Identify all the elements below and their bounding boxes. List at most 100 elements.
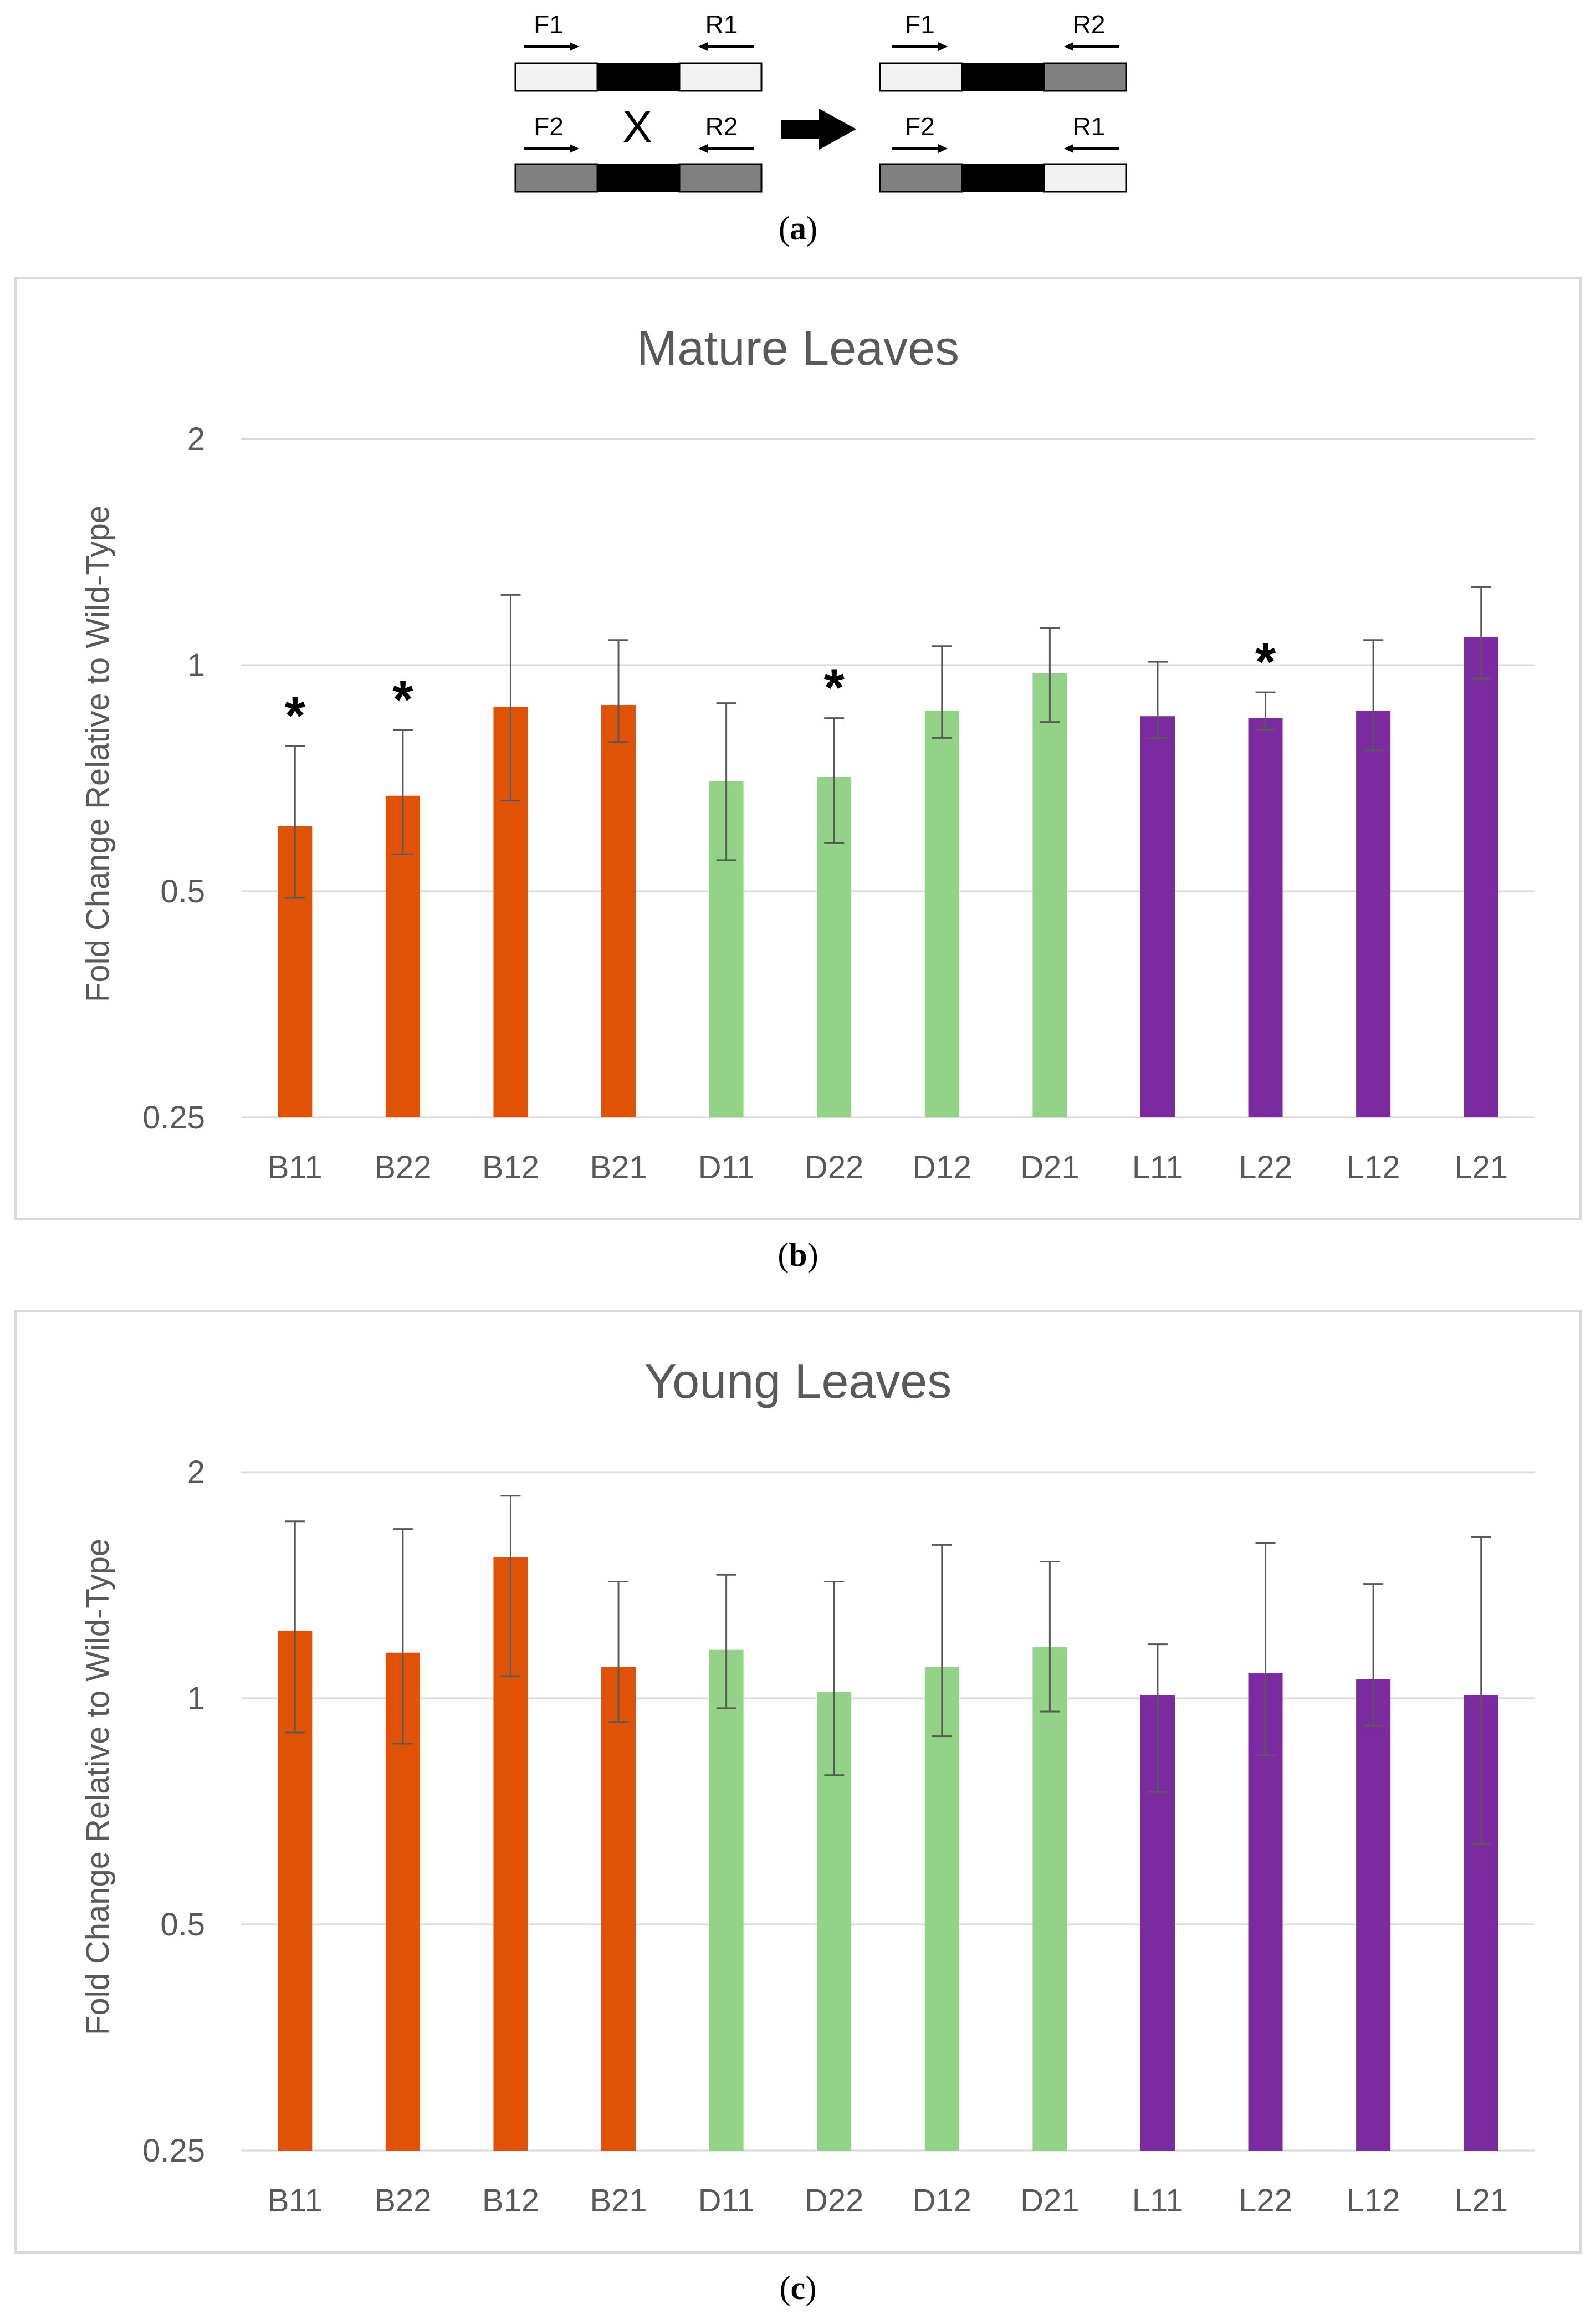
bar-l22 [1248, 718, 1283, 1117]
bar-l12 [1356, 710, 1391, 1117]
error-bar-b11 [285, 1520, 305, 1734]
bar-l11 [1140, 716, 1175, 1117]
bar-b21 [601, 1667, 636, 2151]
error-bar-l21 [1471, 586, 1491, 680]
error-bar-d11 [716, 1574, 736, 1709]
arrowhead-icon [698, 42, 708, 51]
arrowhead-icon [938, 42, 948, 51]
chart-title: Mature Leaves [637, 320, 959, 375]
x-tick-label: D21 [1020, 1150, 1079, 1186]
x-tick-labels: B11 B22 B12 B21 D11 D22 D12 D21 L11 L22 L12 L21 [268, 1150, 1508, 1186]
primer-label-r1: R1 [705, 10, 738, 39]
error-bar-b21 [608, 639, 629, 743]
error-bar-b21 [608, 1580, 629, 1723]
primer-label-r2: R2 [705, 112, 738, 141]
x-tick-label: L12 [1347, 1150, 1400, 1186]
error-bar-l22 [1255, 691, 1276, 731]
recombination-arrow-icon [781, 109, 856, 150]
primer-label-r2: R2 [1073, 10, 1106, 39]
x-tick-label: L12 [1347, 2183, 1400, 2219]
error-bar-d21 [1040, 627, 1060, 723]
primer-label-f1: F1 [534, 10, 564, 39]
y-tick-label: 0.25 [142, 1100, 205, 1136]
arrowhead-icon [570, 42, 579, 51]
x-tick-label: D11 [698, 2183, 755, 2219]
x-tick-label: B11 [268, 2183, 323, 2219]
bar-d21 [1032, 673, 1067, 1117]
arrowhead-icon [570, 144, 579, 153]
bar-d11 [709, 1649, 744, 2151]
error-bar-d22 [824, 1580, 845, 1776]
error-bar-b22 [392, 729, 413, 855]
construct-left-bottom: F2 R2 [514, 112, 763, 193]
x-tick-label: D12 [913, 2183, 971, 2219]
y-tick-label: 1 [187, 647, 205, 683]
chart-panel-b: Mature Leaves Fold Change Relative to Wi… [14, 277, 1582, 1220]
x-tick-label: D11 [698, 1150, 755, 1186]
arrowhead-icon [698, 144, 708, 153]
panel-c-caption: (c) [780, 2270, 817, 2306]
x-tick-label: B21 [590, 1150, 647, 1186]
error-bar-l12 [1363, 639, 1384, 752]
panel-b-caption: (b) [777, 1237, 818, 1273]
chart-panel-c: Young Leaves Fold Change Relative to Wil… [14, 1310, 1582, 2254]
crossover-x-icon: X [622, 102, 652, 151]
panel-a-caption: (a) [779, 210, 817, 247]
y-tick-label: 2 [187, 421, 205, 457]
error-bar-b11 [285, 745, 305, 899]
construct-left-top: F1 R1 [514, 10, 763, 92]
x-tick-label: D22 [805, 2183, 863, 2219]
y-axis-label: Fold Change Relative to Wild-Type [80, 1539, 116, 2035]
error-bar-l11 [1147, 1643, 1168, 1793]
significance-star: * [1255, 632, 1276, 692]
panel-a-diagram: F1 R1 F2 R2 X [514, 10, 1127, 193]
x-tick-labels: B11 B22 B12 B21 D11 D22 D12 D21 L11 L22 L12 L21 [268, 2183, 1508, 2219]
primer-label-f2: F2 [534, 112, 564, 141]
error-bar-l11 [1147, 661, 1168, 739]
y-tick-label: 2 [187, 1454, 205, 1490]
x-tick-label: D22 [805, 1150, 863, 1186]
x-tick-label: L11 [1132, 2183, 1183, 2219]
error-bar-b22 [392, 1528, 413, 1745]
bar-l12 [1356, 1679, 1391, 2151]
x-tick-label: L21 [1454, 1150, 1508, 1186]
x-tick-label: L11 [1132, 1150, 1183, 1186]
x-tick-label: B11 [268, 1150, 323, 1186]
error-bar-b12 [500, 1495, 521, 1677]
error-bar-d12 [932, 645, 952, 739]
error-bar-l22 [1255, 1542, 1276, 1756]
x-tick-label: L22 [1239, 2183, 1292, 2219]
construct-right-top: F1 R2 [879, 10, 1127, 92]
primer-label-f2: F2 [905, 112, 935, 141]
x-tick-label: B22 [374, 1150, 431, 1186]
error-bars [285, 1495, 1491, 1845]
bar-b21 [601, 704, 636, 1117]
error-bars [285, 586, 1491, 899]
primer-label-r1: R1 [1073, 112, 1106, 141]
x-tick-label: D12 [913, 1150, 971, 1186]
error-bar-d11 [716, 702, 736, 861]
y-tick-label: 1 [187, 1680, 205, 1717]
primer-label-f1: F1 [905, 10, 935, 39]
error-bar-l12 [1363, 1583, 1384, 1727]
bar-d21 [1032, 1647, 1067, 2151]
x-tick-label: B12 [482, 1150, 539, 1186]
x-tick-label: L22 [1239, 1150, 1292, 1186]
y-tick-label: 0.25 [142, 2133, 205, 2169]
arrowhead-icon [1064, 144, 1073, 153]
arrowhead-icon [938, 144, 948, 153]
gridlines [241, 438, 1535, 1118]
y-tick-labels: 2 1 0.5 0.25 [142, 1454, 205, 2169]
chart-frame [14, 277, 1582, 1220]
chart-frame [14, 1310, 1582, 2254]
error-bar-d22 [824, 717, 845, 844]
significance-star: * [824, 658, 845, 718]
x-tick-label: L21 [1454, 2183, 1508, 2219]
significance-markers: * * * * [285, 632, 1276, 745]
x-tick-label: B12 [482, 2183, 539, 2219]
bar-l21 [1464, 637, 1498, 1117]
arrowhead-icon [1064, 42, 1073, 51]
x-tick-label: D21 [1020, 2183, 1079, 2219]
error-bar-d21 [1040, 1561, 1060, 1713]
